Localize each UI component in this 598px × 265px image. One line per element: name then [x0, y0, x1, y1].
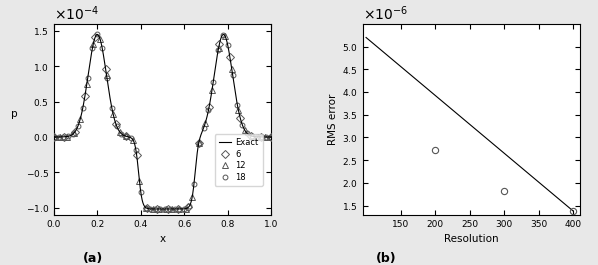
X-axis label: x: x: [160, 234, 166, 244]
Y-axis label: p: p: [11, 109, 18, 119]
Text: (a): (a): [83, 252, 103, 265]
Text: (b): (b): [376, 252, 396, 265]
X-axis label: Resolution: Resolution: [444, 234, 499, 244]
Y-axis label: RMS error: RMS error: [328, 94, 338, 145]
Legend: Exact, 6, 12, 18: Exact, 6, 12, 18: [215, 134, 263, 186]
